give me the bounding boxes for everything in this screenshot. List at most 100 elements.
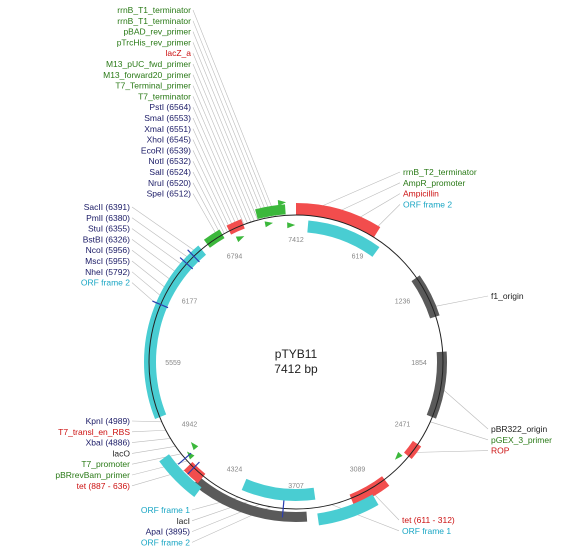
label-orf-frame-1: ORF frame 1 xyxy=(141,505,190,515)
label-leader xyxy=(131,420,162,423)
label-sali-6524: SalI (6524) xyxy=(149,167,191,177)
label-leader xyxy=(131,460,188,476)
label-leader xyxy=(192,128,238,228)
plasmid-size: 7412 bp xyxy=(274,362,318,376)
primer-marker xyxy=(277,199,287,206)
label-orf-frame-2: ORF frame 2 xyxy=(141,537,190,547)
primer-marker xyxy=(190,441,199,451)
label-leader xyxy=(192,63,259,221)
label-leader xyxy=(131,206,198,254)
label-laco: lacO xyxy=(113,448,131,458)
label-sacii-6391: SacII (6391) xyxy=(84,202,130,212)
label-leader xyxy=(131,282,160,308)
rrnb-t1-terminator-arc xyxy=(255,204,286,220)
label-leader xyxy=(131,260,169,291)
label-noti-6532: NotI (6532) xyxy=(148,156,191,166)
label-orf-frame-1: ORF frame 1 xyxy=(402,526,451,536)
label-pmli-6380: PmlI (6380) xyxy=(86,213,130,223)
label-pgex-3-primer: pGEX_3_primer xyxy=(491,435,552,445)
label-leader xyxy=(131,228,185,267)
orf-frame-2-left-arc xyxy=(144,245,207,419)
label-leader xyxy=(192,53,262,220)
tet-887-636-arc xyxy=(183,462,206,484)
orf-frame-2-arc xyxy=(307,220,380,257)
label-leader xyxy=(131,438,171,443)
primer-marker xyxy=(287,222,296,229)
label-m13-puc-fwd-primer: M13_pUC_fwd_primer xyxy=(106,59,191,69)
restriction-site-mark xyxy=(187,461,200,475)
label-t7-terminator: T7_terminator xyxy=(138,91,191,101)
label-leader xyxy=(131,239,179,275)
label-leader xyxy=(192,85,252,223)
primer-marker xyxy=(264,221,274,228)
orf-frame-1-arc xyxy=(317,494,379,526)
label-stui-6355: StuI (6355) xyxy=(88,224,130,234)
label-pbad-rev-primer: pBAD_rev_primer xyxy=(123,27,191,37)
label-leader xyxy=(192,182,222,236)
label-spei-6512: SpeI (6512) xyxy=(147,189,192,199)
primer-marker xyxy=(235,236,245,243)
label-leader xyxy=(192,42,266,219)
label-psti-6564: PstI (6564) xyxy=(149,102,191,112)
tick-label: 7412 xyxy=(288,237,304,244)
label-leader xyxy=(192,150,232,231)
tick-labels: 7412 619 1236 1854 2471 3089 3707 4324 4942 5559 6… xyxy=(165,237,427,490)
label-leader xyxy=(192,31,269,218)
label-leader xyxy=(192,20,273,218)
label-leader xyxy=(192,193,219,238)
label-f1-origin: f1_origin xyxy=(491,291,524,301)
label-ptrchis-rev-primer: pTrcHis_rev_primer xyxy=(117,37,191,47)
tick-label: 3707 xyxy=(288,483,304,490)
label-apai-3895: ApaI (3895) xyxy=(146,527,191,537)
label-laci: lacI xyxy=(177,516,190,526)
label-rrnb-t1-terminator: rrnB_T1_terminator xyxy=(117,5,191,15)
label-rop: ROP xyxy=(491,446,510,456)
orf-frame-2-bottom-arc xyxy=(241,478,316,501)
label-leader xyxy=(432,295,489,308)
label-xbai-4886: XbaI (4886) xyxy=(86,438,131,448)
label-leader xyxy=(192,117,241,226)
label-tet-611-312: tet (611 - 312) xyxy=(402,515,455,525)
label-leader xyxy=(131,446,176,454)
lacz-a-arc xyxy=(226,219,245,235)
label-leader xyxy=(192,9,276,217)
label-leader xyxy=(131,249,174,282)
label-leader xyxy=(440,387,489,430)
label-orf-frame-2: ORF frame 2 xyxy=(81,278,130,288)
label-kpni-4989: KpnI (4989) xyxy=(86,416,131,426)
label-tet-887-636: tet (887 - 636) xyxy=(77,481,131,491)
f1-origin-arc xyxy=(411,275,440,319)
orf-frame-1-left-arc xyxy=(159,454,202,497)
label-t7-transl-en-rbs: T7_transl_en_RBS xyxy=(58,427,130,437)
tick-label: 6177 xyxy=(182,299,198,306)
tick-label: 3089 xyxy=(350,467,366,474)
label-leader xyxy=(192,171,225,234)
label-m13-forward20-primer: M13_forward20_primer xyxy=(103,70,191,80)
feature-labels: rrnB_T1_terminatorrrnB_T1_terminatorpBAD… xyxy=(55,5,552,547)
label-leader xyxy=(192,161,228,233)
label-bstbi-6326: BstBI (6326) xyxy=(83,234,130,244)
tick-label: 619 xyxy=(352,253,364,260)
label-nhei-5792: NheI (5792) xyxy=(85,267,130,277)
label-leader xyxy=(430,421,489,441)
tick-label: 1854 xyxy=(411,360,427,367)
restriction-site-mark xyxy=(187,249,200,263)
restriction-site-mark xyxy=(177,452,192,465)
laci-arc xyxy=(193,476,308,522)
tick-label: 6794 xyxy=(227,253,243,260)
plasmid-backbone xyxy=(148,214,444,510)
label-rrnb-t1-terminator: rrnB_T1_terminator xyxy=(117,16,191,26)
label-orf-frame-2: ORF frame 2 xyxy=(403,199,452,209)
label-rrnb-t2-terminator: rrnB_T2_terminator xyxy=(403,167,477,177)
label-pbrrevbam-primer: pBRrevBam_primer xyxy=(55,470,130,480)
primer-marker xyxy=(186,451,195,460)
label-msci-5955: MscI (5955) xyxy=(85,256,130,266)
tick-label: 5559 xyxy=(165,360,181,367)
pbr322-origin-arc xyxy=(426,351,448,419)
label-xmai-6551: XmaI (6551) xyxy=(144,124,191,134)
label-ampr-promoter: AmpR_promoter xyxy=(403,178,466,188)
label-leader xyxy=(192,96,248,224)
restriction-site-mark xyxy=(152,300,169,309)
